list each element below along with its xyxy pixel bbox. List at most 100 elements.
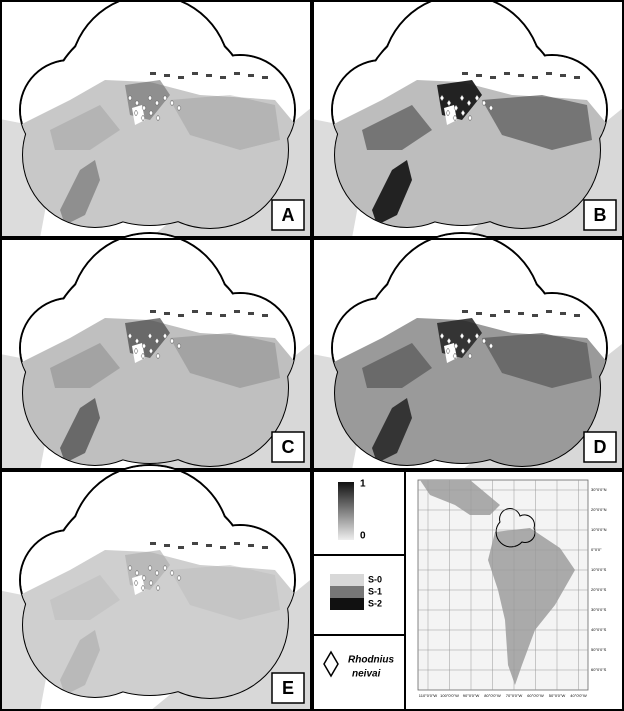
- panel-label-box: [583, 199, 617, 231]
- occurrence: [453, 342, 459, 350]
- suitability-mid: [362, 343, 432, 388]
- occurrence: [467, 352, 473, 360]
- island: [504, 72, 510, 75]
- occurrence: [176, 104, 182, 112]
- lat-label: 40°0'0"S: [591, 627, 607, 632]
- occurrence: [148, 579, 154, 587]
- lake: [132, 105, 145, 125]
- suitability-high: [372, 160, 412, 225]
- lat-label: 30°0'0"S: [591, 607, 607, 612]
- panel-border: [0, 470, 312, 711]
- lon-label: 90°0'0"W: [463, 693, 480, 698]
- island: [206, 74, 212, 77]
- island: [220, 314, 226, 317]
- lat-label: 0°0'0": [591, 547, 602, 552]
- occurrence: [162, 564, 168, 572]
- occurrence: [154, 569, 160, 577]
- panel-label: B: [594, 205, 607, 225]
- buffer-area: [20, 80, 295, 228]
- occurrence: [474, 332, 480, 340]
- lat-label: 30°0'0"N: [591, 487, 607, 492]
- suitability-mid: [482, 95, 592, 150]
- occurrence: [467, 114, 473, 122]
- island: [220, 76, 226, 79]
- island: [192, 310, 198, 313]
- island: [192, 542, 198, 545]
- lat-label: 20°0'0"S: [591, 587, 607, 592]
- occurrence: [169, 337, 175, 345]
- lon-label: 70°0'0"W: [506, 693, 523, 698]
- occurrence: [127, 332, 133, 340]
- lake: [132, 575, 145, 595]
- suitability-mid: [170, 95, 280, 150]
- occurrence: [140, 114, 146, 122]
- lat-label: 10°0'0"N: [591, 527, 607, 532]
- occurrence: [460, 109, 466, 117]
- map-panel: D: [312, 232, 624, 470]
- occurrence: [154, 99, 160, 107]
- buffer-area: [332, 80, 607, 228]
- occurrence: [127, 94, 133, 102]
- island: [546, 310, 552, 313]
- occurrence: [147, 332, 153, 340]
- island: [490, 314, 496, 317]
- island: [546, 72, 552, 75]
- legend-box: [312, 470, 406, 556]
- suitability-high: [60, 398, 100, 463]
- species-epithet: neivai: [352, 669, 381, 680]
- lon-label: 50°0'0"W: [549, 693, 566, 698]
- panel-label: D: [594, 437, 607, 457]
- occurrence: [445, 347, 451, 355]
- occurrence: [134, 99, 140, 107]
- map-panel: B: [312, 0, 624, 238]
- species-genus: Rhodnius: [348, 655, 395, 666]
- occurrence: [148, 109, 154, 117]
- occurrence: [452, 114, 458, 122]
- map-panel: E: [0, 464, 312, 711]
- occurrence: [474, 94, 480, 102]
- occurrence: [439, 94, 445, 102]
- island: [206, 544, 212, 547]
- suitability-mid: [50, 105, 120, 150]
- island: [476, 74, 482, 77]
- island: [192, 72, 198, 75]
- occurrence: [460, 347, 466, 355]
- island: [560, 74, 566, 77]
- occurrence-symbol: [323, 650, 339, 678]
- occurrence: [155, 114, 161, 122]
- occurrence: [140, 584, 146, 592]
- lat-label: 20°0'0"N: [591, 507, 607, 512]
- island: [476, 312, 482, 315]
- island: [234, 72, 240, 75]
- suitability-high: [60, 630, 100, 695]
- occurrence: [488, 104, 494, 112]
- island: [150, 310, 156, 313]
- island: [462, 310, 468, 313]
- legend: 1 0 S-0 S-1 S-2 Rhodnius neivai: [312, 470, 406, 711]
- island: [220, 546, 226, 549]
- island: [574, 76, 580, 79]
- occurrence: [445, 109, 451, 117]
- occurrence: [466, 337, 472, 345]
- class-label: S-2: [368, 598, 382, 608]
- island: [164, 74, 170, 77]
- occurrence: [439, 332, 445, 340]
- occurrence: [169, 569, 175, 577]
- continent: [488, 528, 575, 685]
- island: [560, 312, 566, 315]
- panel-label-box: [271, 199, 305, 231]
- occurrence: [488, 342, 494, 350]
- suitability-mid: [482, 333, 592, 388]
- island: [248, 74, 254, 77]
- occurrence: [155, 584, 161, 592]
- island: [262, 546, 268, 549]
- occurrence: [446, 99, 452, 107]
- island: [234, 542, 240, 545]
- inset-map: 30°0'0"N 20°0'0"N 10°0'0"N 0°0'0" 10°0'0"S 20…: [404, 470, 624, 711]
- lon-label: 80°0'0"W: [484, 693, 501, 698]
- class-swatch: [330, 574, 364, 586]
- island: [262, 76, 268, 79]
- occurrence: [481, 99, 487, 107]
